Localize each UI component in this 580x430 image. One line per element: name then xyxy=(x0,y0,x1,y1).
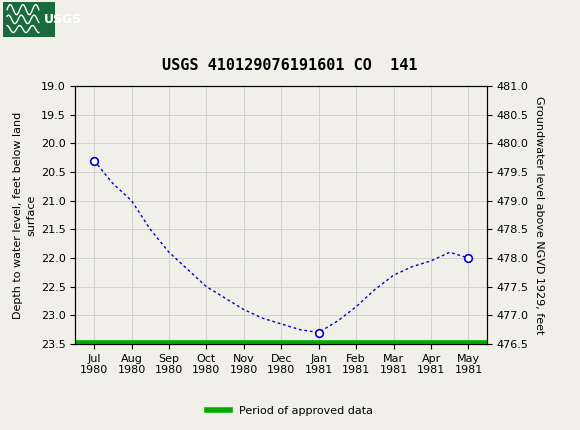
Y-axis label: Depth to water level, feet below land
surface: Depth to water level, feet below land su… xyxy=(13,111,37,319)
FancyBboxPatch shape xyxy=(3,2,55,37)
Legend: Period of approved data: Period of approved data xyxy=(203,401,377,420)
Y-axis label: Groundwater level above NGVD 1929, feet: Groundwater level above NGVD 1929, feet xyxy=(535,96,545,334)
Text: USGS: USGS xyxy=(44,13,82,26)
Text: USGS 410129076191601 CO  141: USGS 410129076191601 CO 141 xyxy=(162,58,418,73)
FancyBboxPatch shape xyxy=(3,2,55,37)
